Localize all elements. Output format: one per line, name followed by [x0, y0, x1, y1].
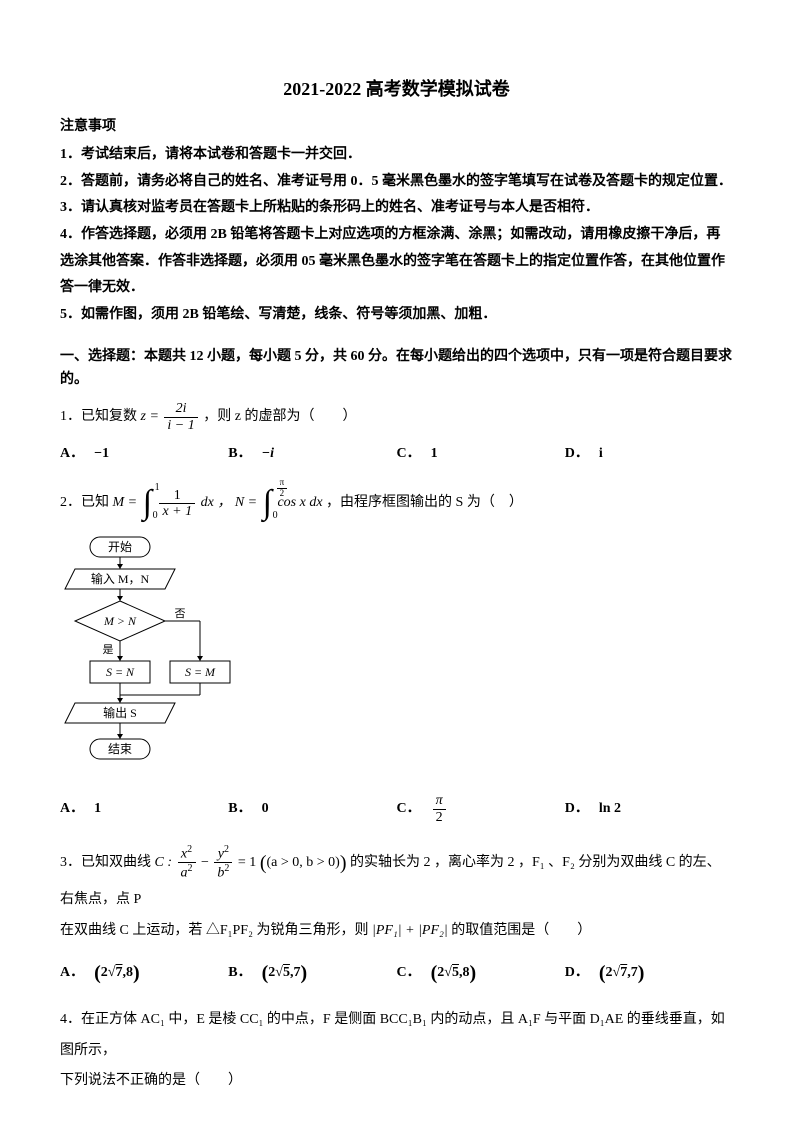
q2-M-integral: ∫ 1 0 — [143, 481, 152, 525]
q2-flowchart: 开始 输入 M，N M > N 是 否 S = N S = M — [60, 535, 250, 785]
section-1-head: 一、选择题：本题共 12 小题，每小题 5 分，共 60 分。在每小题给出的四个… — [60, 346, 733, 391]
q2-choice-A: A．1 — [60, 793, 228, 825]
q3-abs: |PF₁| + |PF₂| — [372, 923, 448, 938]
notice-item-5: 5．如需作图，须用 2B 铅笔绘、写清楚，线条、符号等须加黑、加粗． — [60, 302, 733, 329]
svg-text:M > N: M > N — [103, 614, 137, 628]
q2-post: ，由程序框图输出的 S 为（ ） — [326, 496, 523, 511]
q1-choice-D: D．i — [565, 443, 733, 465]
q3-line2-post: 的取值范围是（ ） — [451, 923, 591, 938]
q3-choice-B: B． (2√5, 7) — [228, 957, 396, 989]
question-3: 3．已知双曲线 C : x2 a2 − y2 b2 = 1 ((a > 0, b… — [60, 841, 733, 947]
q2-choices: A．1 B．0 C． π 2 D．ln 2 — [60, 793, 733, 825]
q3-choices: A． (2√7, 8) B． (2√5, 7) C． (2√5, 8) D． (… — [60, 957, 733, 989]
svg-text:是: 是 — [103, 643, 114, 656]
notice-item-2: 2．答题前，请务必将自己的姓名、准考证号用 0．5 毫米黑色墨水的签字笔填写在试… — [60, 169, 733, 196]
q3-fy: y2 b2 — [214, 844, 232, 881]
q4-line1: 4．在正方体 AC₁ 中，E 是棱 CC₁ 的中点，F 是侧面 BCC₁B₁ 内… — [60, 1005, 733, 1067]
q3-choice-A: A． (2√7, 8) — [60, 957, 228, 989]
q3-pre: 3．已知双曲线 — [60, 855, 155, 870]
svg-text:结束: 结束 — [108, 742, 132, 756]
q1-frac-num: 2i — [164, 401, 197, 417]
q3-eq1: = 1 — [238, 855, 256, 870]
q2-choice-C: C． π 2 — [397, 793, 565, 825]
q3-minus: − — [201, 855, 212, 870]
notice-item-3: 3．请认真核对监考员在答题卡上所粘贴的条形码上的姓名、准考证号与本人是否相符． — [60, 195, 733, 222]
svg-text:S = M: S = M — [185, 665, 216, 679]
svg-text:输出 S: 输出 S — [103, 705, 137, 720]
q1-frac-den: i − 1 — [164, 418, 197, 433]
q1-choice-A: A．−1 — [60, 443, 228, 465]
q3-choice-C: C． (2√5, 8) — [397, 957, 565, 989]
question-2: 2．已知 M = ∫ 1 0 1 x + 1 dx ， N = ∫ π 2 0 … — [60, 481, 733, 525]
q2-choice-B: B．0 — [228, 793, 396, 825]
q2-M: M = — [113, 496, 138, 511]
q4-line2: 下列说法不正确的是（ ） — [60, 1066, 733, 1097]
notice-head: 注意事项 — [60, 116, 733, 138]
q2-M-frac: 1 x + 1 — [159, 488, 195, 520]
q1-pre: 1．已知复数 — [60, 409, 141, 424]
q1-z: z = — [141, 409, 159, 424]
q3-C: C : — [155, 855, 173, 870]
q2-M-dx: dx ， — [201, 496, 232, 511]
svg-text:输入 M，N: 输入 M，N — [91, 571, 150, 586]
question-4: 4．在正方体 AC₁ 中，E 是棱 CC₁ 的中点，F 是侧面 BCC₁B₁ 内… — [60, 1005, 733, 1097]
q2-choice-D: D．ln 2 — [565, 793, 733, 825]
q3-line2-pre: 在双曲线 C 上运动，若 △F₁PF₂ 为锐角三角形，则 — [60, 923, 372, 938]
q2-N: N = — [235, 496, 257, 511]
q1-choice-B: B．−i — [228, 443, 396, 465]
notice-item-4: 4．作答选择题，必须用 2B 铅笔将答题卡上对应选项的方框涂满、涂黑；如需改动，… — [60, 222, 733, 302]
q3-cond: (a > 0, b > 0) — [266, 855, 339, 870]
question-1: 1．已知复数 z = 2i i − 1 ，则 z 的虚部为（ ） — [60, 401, 733, 433]
svg-text:S = N: S = N — [106, 665, 135, 679]
q1-frac: 2i i − 1 — [164, 401, 197, 433]
q3-choice-D: D． (2√7, 7) — [565, 957, 733, 989]
q1-choice-C: C．1 — [397, 443, 565, 465]
q3-fx: x2 a2 — [178, 844, 196, 881]
notice-item-1: 1．考试结束后，请将本试卷和答题卡一并交回． — [60, 142, 733, 169]
q2-N-integral: ∫ π 2 0 — [263, 481, 272, 525]
q1-choices: A．−1 B．−i C．1 D．i — [60, 443, 733, 465]
svg-text:开始: 开始 — [108, 540, 132, 554]
svg-text:否: 否 — [175, 608, 186, 620]
q1-post: ，则 z 的虚部为（ ） — [203, 409, 356, 424]
page-title: 2021-2022 高考数学模拟试卷 — [60, 75, 733, 104]
q2-pre: 2．已知 — [60, 496, 113, 511]
